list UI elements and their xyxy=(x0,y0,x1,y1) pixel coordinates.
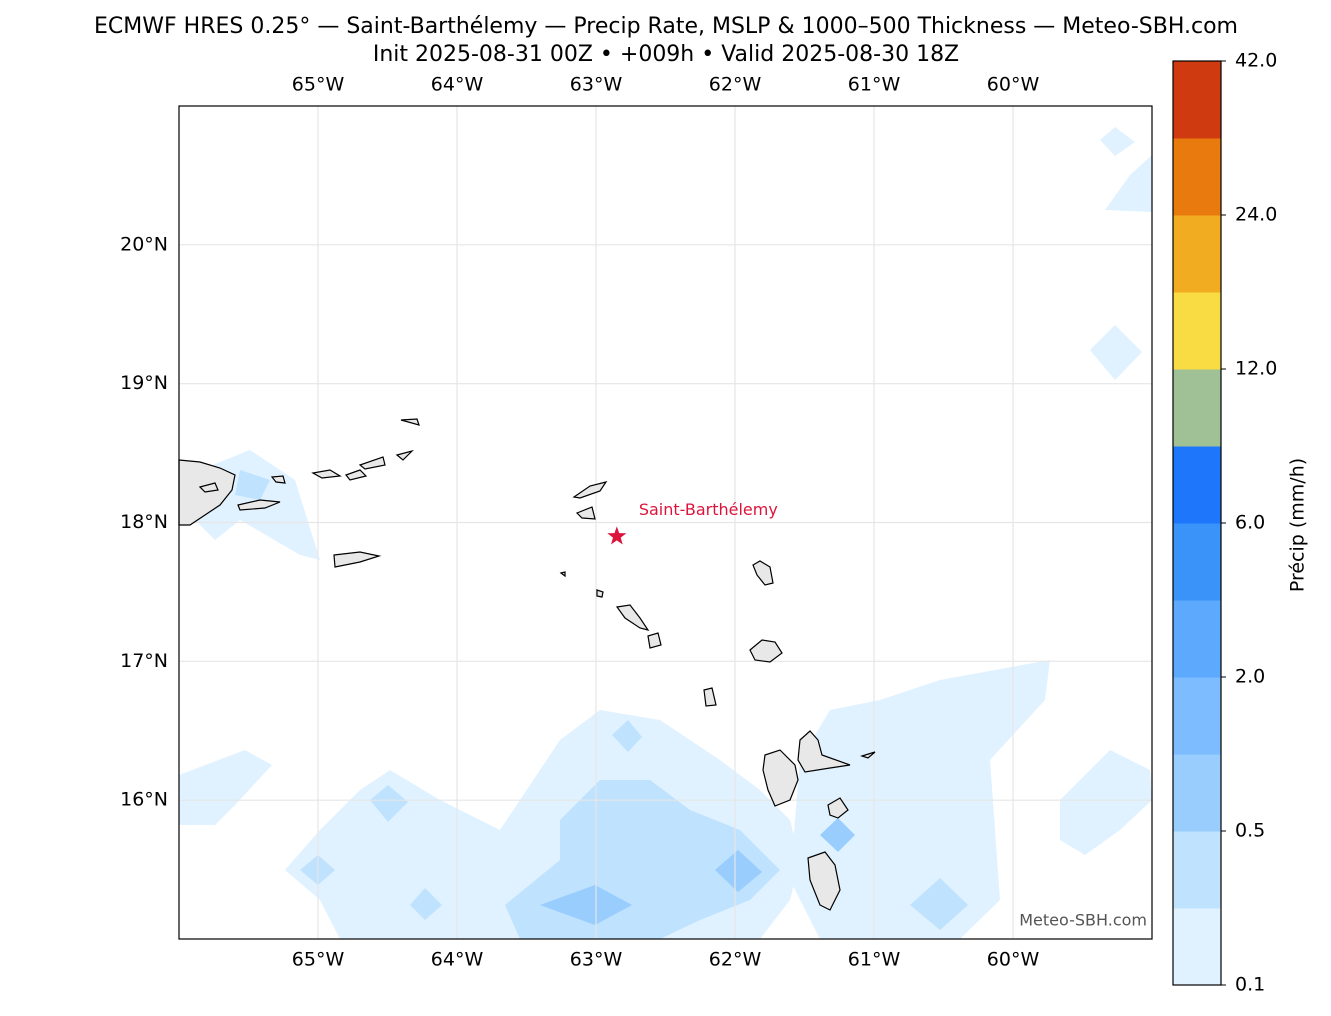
lon-tick-label: 63°W xyxy=(570,949,623,971)
lon-tick-label: 64°W xyxy=(431,949,484,971)
colorbar-segment xyxy=(1173,600,1221,678)
lon-tick-label: 61°W xyxy=(848,74,901,96)
lat-tick-label: 18°N xyxy=(120,511,168,533)
lon-tick-label: 64°W xyxy=(431,74,484,96)
map-frame xyxy=(178,105,1153,940)
colorbar-segment xyxy=(1173,523,1221,601)
lon-tick-label: 63°W xyxy=(570,74,623,96)
colorbar-tick-label: 2.0 xyxy=(1235,666,1265,688)
lon-tick-label: 65°W xyxy=(292,949,345,971)
lat-tick-label: 16°N xyxy=(120,789,168,811)
precip-field xyxy=(179,127,1152,939)
colorbar-segment xyxy=(1173,61,1221,139)
lat-tick-label: 17°N xyxy=(120,650,168,672)
lon-tick-label: 60°W xyxy=(987,74,1040,96)
lon-tick-label: 60°W xyxy=(987,949,1040,971)
colorbar-segment xyxy=(1173,138,1221,216)
grid xyxy=(179,106,1152,939)
subtitle: Init 2025-08-31 00Z • +009h • Valid 2025… xyxy=(373,42,959,67)
colorbar-tick-label: 12.0 xyxy=(1235,358,1277,380)
colorbar-segment xyxy=(1173,831,1221,909)
place-label: Saint-Barthélemy xyxy=(639,500,778,519)
colorbar-segment xyxy=(1173,369,1221,447)
colorbar-segment xyxy=(1173,446,1221,524)
lat-tick-label: 20°N xyxy=(120,233,168,255)
lon-tick-label: 65°W xyxy=(292,74,345,96)
colorbar-segment xyxy=(1173,908,1221,986)
colorbar-tick-label: 0.1 xyxy=(1235,974,1265,996)
map-area: Meteo-SBH.com xyxy=(178,105,1153,940)
lon-tick-label: 61°W xyxy=(848,949,901,971)
colorbar: 0.1 0.5 2.0 6.0 12.0 24.0 42.0 xyxy=(1172,50,1277,996)
lon-tick-label: 62°W xyxy=(709,74,762,96)
colorbar-tick-label: 6.0 xyxy=(1235,512,1265,534)
colorbar-tick-label: 0.5 xyxy=(1235,820,1265,842)
colorbar-segment xyxy=(1173,754,1221,832)
lat-tick-label: 19°N xyxy=(120,372,168,394)
colorbar-tick-label: 24.0 xyxy=(1235,204,1277,226)
colorbar-tick-label: 42.0 xyxy=(1235,50,1277,72)
title: ECMWF HRES 0.25° — Saint-Barthélemy — Pr… xyxy=(94,14,1238,39)
lon-tick-label: 62°W xyxy=(709,949,762,971)
colorbar-label: Précip (mm/h) xyxy=(1287,458,1309,592)
colorbar-segment xyxy=(1173,292,1221,370)
watermark: Meteo-SBH.com xyxy=(1019,911,1147,930)
coastlines xyxy=(178,418,876,911)
colorbar-segment xyxy=(1173,677,1221,755)
colorbar-segment xyxy=(1173,215,1221,293)
place-marker xyxy=(607,526,627,545)
